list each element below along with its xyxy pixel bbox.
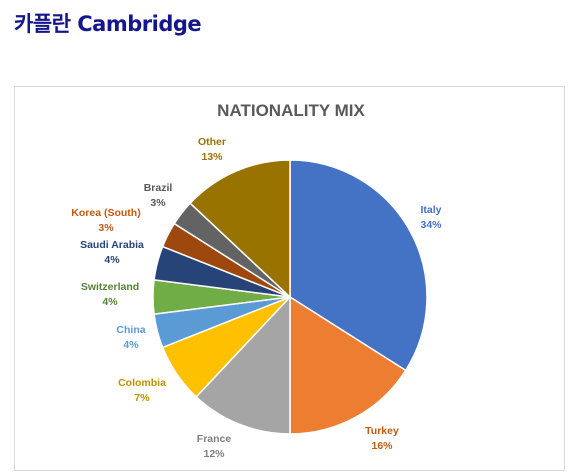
slice-label: Saudi Arabia <box>80 239 144 251</box>
slice-value-label: 4% <box>123 339 139 351</box>
slice-value-label: 34% <box>420 219 442 231</box>
slice-label: Other <box>198 136 226 148</box>
slice-label: Brazil <box>144 182 173 194</box>
slice-value-label: 7% <box>134 392 150 404</box>
slice-value-label: 3% <box>150 197 166 209</box>
slice-value-label: 13% <box>201 151 223 163</box>
pie-slice-italy <box>289 159 428 372</box>
slice-label: Switzerland <box>81 281 139 293</box>
slice-label: Turkey <box>365 425 399 437</box>
slice-label: France <box>197 433 232 445</box>
pie-chart: NATIONALITY MIX Italy 34% Turkey 16% France 1… <box>71 101 442 460</box>
slice-label: Italy <box>420 204 441 216</box>
pie-labels: Italy 34% Turkey 16% France 12% Colombia 7% Chin… <box>71 136 442 460</box>
slice-label: Colombia <box>118 377 166 389</box>
slice-value-label: 3% <box>98 222 114 234</box>
slice-value-label: 4% <box>102 296 118 308</box>
slice-value-label: 12% <box>203 448 225 460</box>
pie-slice-turkey <box>289 295 407 435</box>
page-title: 카플란 Cambridge <box>14 12 202 36</box>
chart-title: NATIONALITY MIX <box>217 101 365 120</box>
pie-slice-france <box>195 295 291 435</box>
chart-frame: NATIONALITY MIX Italy 34% Turkey 16% France 1… <box>14 86 565 471</box>
slice-label: China <box>116 324 145 336</box>
slice-value-label: 16% <box>371 440 393 452</box>
slice-label: Korea (South) <box>71 207 140 219</box>
slice-value-label: 4% <box>104 254 120 266</box>
pie-slices <box>152 159 428 435</box>
pie-slice-other <box>189 159 291 299</box>
